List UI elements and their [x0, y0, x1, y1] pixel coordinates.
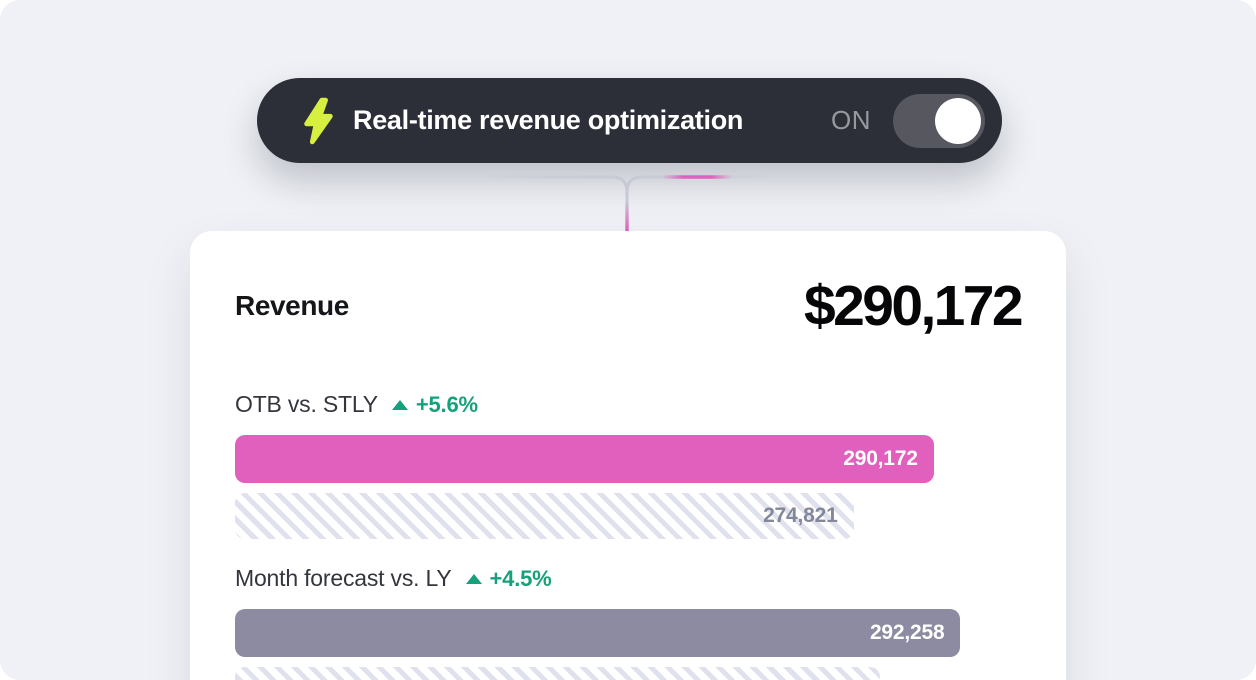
- change-value: +4.5%: [489, 565, 552, 591]
- metric-label: Month forecast vs. LY: [235, 565, 452, 591]
- metric-forecast-vs-ly: Month forecast vs. LY +4.5% 292,258: [235, 565, 1021, 680]
- toggle-status-label: ON: [831, 105, 871, 135]
- change-badge: +4.5%: [465, 565, 552, 592]
- change-value: +5.6%: [415, 391, 478, 417]
- lightning-bolt-icon: [304, 97, 333, 144]
- card-header: Revenue $290,172: [235, 273, 1024, 339]
- card-title: Revenue: [235, 290, 349, 321]
- arrow-up-icon: [391, 399, 408, 410]
- arrow-up-icon: [465, 573, 482, 584]
- change-badge: +5.6%: [391, 391, 478, 418]
- revenue-total: $290,172: [804, 274, 1024, 338]
- banner-label: Real-time revenue optimization: [353, 105, 744, 135]
- bar-value: 292,258: [869, 621, 945, 644]
- bar-value: 274,821: [763, 504, 838, 527]
- bar-baseline-stly: 274,821: [235, 493, 854, 539]
- revenue-card: Revenue $290,172 OTB vs. STLY +5.6% 290,…: [190, 231, 1066, 680]
- bar-baseline-ly: [235, 667, 880, 680]
- bar-current-otb: 290,172: [235, 435, 934, 483]
- bar-current-forecast: 292,258: [235, 609, 961, 657]
- bar-value: 290,172: [843, 447, 918, 470]
- toggle-knob: [935, 97, 981, 144]
- metric-label-row: Month forecast vs. LY +4.5%: [235, 565, 1021, 592]
- metric-label-row: OTB vs. STLY +5.6%: [235, 391, 1021, 418]
- revenue-optimization-toggle[interactable]: [893, 93, 985, 148]
- flow-connector: [482, 175, 772, 232]
- metric-otb-vs-stly: OTB vs. STLY +5.6% 290,172 274,821: [235, 391, 1021, 539]
- revenue-optimization-banner: Real-time revenue optimization ON: [257, 78, 1002, 163]
- metric-label: OTB vs. STLY: [235, 391, 378, 417]
